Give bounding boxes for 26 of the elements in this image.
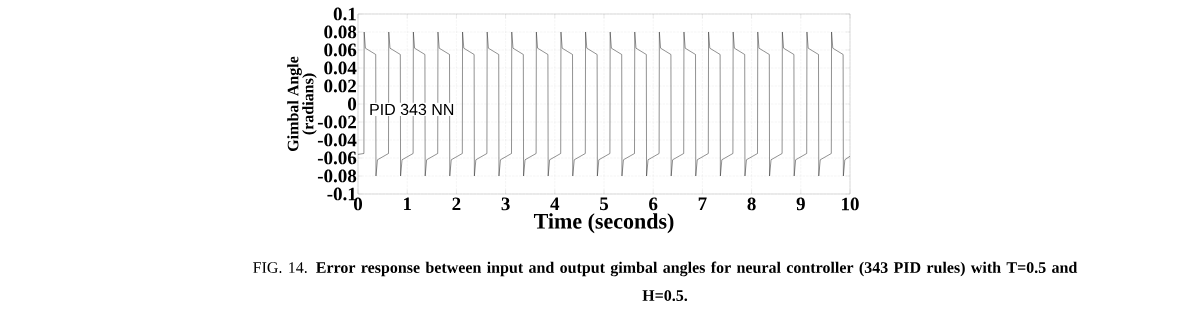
- x-tick-label: 9: [796, 197, 805, 211]
- x-tick-label: 8: [747, 197, 756, 211]
- x-tick-label: 2: [452, 197, 461, 211]
- x-tick-label: 5: [600, 197, 609, 211]
- x-tick-label: 6: [649, 197, 658, 211]
- y-tick-label: 0.04: [324, 61, 357, 75]
- x-tick-label: 3: [501, 197, 510, 211]
- x-tick-label: 1: [403, 197, 411, 211]
- y-tick-label: 0.06: [324, 43, 357, 57]
- y-tick-label: -0.06: [317, 151, 357, 165]
- y-tick-label: -0.1: [327, 187, 356, 201]
- y-tick-label: 0.1: [333, 7, 356, 21]
- annotation: PID 343 NN: [370, 103, 454, 116]
- y-tick-label: -0.04: [317, 133, 357, 147]
- x-tick-label: 7: [698, 197, 707, 210]
- caption: FIG. 14. Error response between input and output gimbal angles for neural controller (343 PID rules) with T=0.5 and H=0.5.: [253, 261, 1078, 301]
- y-tick-label: 0: [348, 97, 357, 111]
- x-axis-title: Time (seconds): [533, 213, 674, 234]
- y-tick-label: 0.08: [324, 25, 357, 39]
- y-axis-title: Gimbal Angle (radians): [287, 56, 317, 151]
- y-tick-label: 0.02: [324, 79, 356, 93]
- line-series: [357, 31, 851, 177]
- y-tick-label: -0.02: [317, 115, 356, 129]
- x-tick-label: 4: [550, 197, 560, 211]
- x-tick-label: 10: [842, 197, 859, 211]
- y-tick-label: -0.08: [317, 169, 357, 183]
